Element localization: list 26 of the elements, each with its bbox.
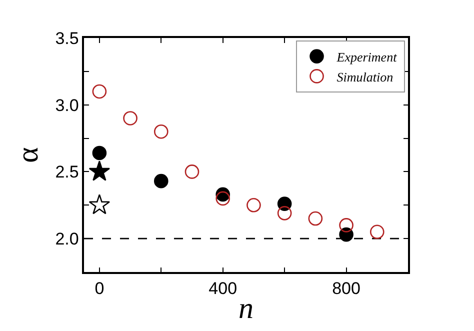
y-tick-label: 3.0	[55, 96, 79, 115]
point	[339, 218, 354, 232]
point	[92, 146, 107, 160]
y-tick-label: 3.5	[55, 28, 79, 48]
y-axis-title: α	[12, 146, 45, 163]
point	[88, 160, 110, 181]
point	[277, 206, 292, 220]
legend-label: Experiment	[336, 49, 398, 64]
point	[246, 198, 261, 212]
point	[339, 227, 354, 242]
point	[154, 124, 168, 139]
legend-label: Simulation	[336, 69, 394, 84]
point	[88, 194, 110, 214]
point	[123, 111, 138, 126]
x-tick-label: 400	[208, 279, 238, 298]
x-tick-label: 0	[94, 279, 104, 298]
point	[154, 174, 168, 188]
point	[308, 211, 323, 226]
x-axis-title: n	[238, 292, 254, 326]
point	[370, 224, 384, 240]
y-tick-label: 2.5	[55, 162, 79, 182]
point	[216, 191, 230, 206]
y-tick-label: 2.0	[55, 230, 79, 249]
point	[92, 84, 107, 99]
point	[184, 164, 200, 179]
x-tick-label: 800	[332, 279, 360, 298]
